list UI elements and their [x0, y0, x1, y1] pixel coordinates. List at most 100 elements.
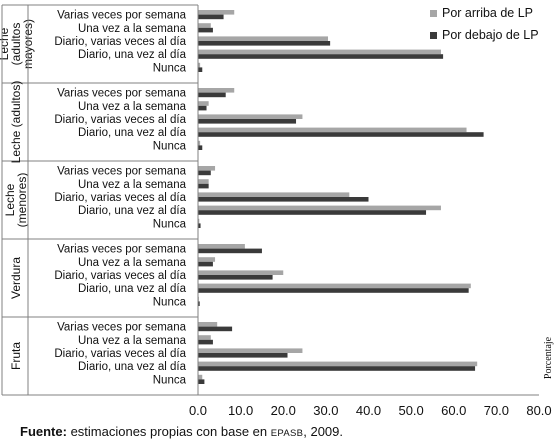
- bar-below: [198, 275, 273, 280]
- source-text-before: estimaciones propias con base en: [66, 424, 271, 439]
- bar-below: [198, 326, 233, 332]
- group-label-line: Verdura: [9, 257, 23, 299]
- bar-above: [198, 23, 211, 28]
- legend-swatch: [430, 32, 437, 39]
- bar-above: [198, 166, 216, 171]
- category-label: Una vez a la semana: [78, 23, 187, 35]
- bar-below: [198, 379, 205, 384]
- bar-above: [198, 257, 216, 262]
- bar-below: [198, 67, 203, 72]
- x-tick-label: 70.0: [484, 403, 509, 418]
- category-label: Varias veces por semana: [57, 166, 187, 178]
- group-label: Verdura: [9, 257, 23, 299]
- bar-above: [198, 140, 201, 146]
- bar-below: [198, 288, 469, 293]
- bar-below: [198, 197, 369, 202]
- bar-below: [198, 27, 213, 33]
- x-tick-labels: 0.0 10.0 20.0 30.0 40.0 50.0 60.0 70.0 80.0: [189, 403, 552, 418]
- bar-above: [198, 218, 200, 224]
- x-tick-label: 10.0: [228, 403, 253, 418]
- category-label: Diario, una vez al día: [78, 127, 187, 139]
- bar-above: [198, 192, 350, 197]
- axes: [1, 4, 539, 396]
- group-label-line: Fruta: [9, 342, 23, 370]
- category-label: Diario, varias veces al día: [54, 36, 186, 48]
- x-tick-label: 40.0: [356, 403, 381, 418]
- bar-below: [198, 41, 331, 46]
- bar-above: [198, 101, 209, 106]
- x-tick-label: 50.0: [398, 403, 423, 418]
- category-label: Nunca: [153, 296, 187, 308]
- bar-below: [198, 223, 201, 228]
- group-label: Fruta: [9, 342, 23, 370]
- category-label: Diario, varias veces al día: [54, 114, 186, 126]
- bar-below: [198, 170, 211, 176]
- category-label: Nunca: [153, 218, 187, 230]
- bar-below: [198, 183, 209, 189]
- x-tick-label: 0.0: [189, 403, 207, 418]
- x-tick-label: 20.0: [271, 403, 296, 418]
- category-label: Diario, varias veces al día: [54, 192, 186, 204]
- bar-below: [198, 132, 484, 137]
- group-label-line: Leche: [0, 27, 11, 60]
- bar-above: [198, 49, 441, 55]
- bar-above: [198, 114, 303, 119]
- source-abbrev: EPASB: [270, 428, 304, 439]
- category-label: Nunca: [153, 62, 187, 74]
- source-text-after: , 2009.: [303, 424, 343, 439]
- bar-above: [198, 374, 203, 380]
- bar-below: [198, 54, 444, 59]
- bar-above: [198, 348, 303, 353]
- bar-above: [198, 283, 471, 289]
- category-label: Diario, una vez al día: [78, 49, 187, 61]
- category-label: Una vez a la semana: [78, 101, 187, 113]
- bar-above: [198, 322, 218, 327]
- bar-below: [198, 261, 213, 267]
- group-label: Leche (adultos): [9, 81, 23, 164]
- group-label-line: Leche (adultos): [9, 81, 23, 164]
- category-label: Diario, una vez al día: [78, 205, 187, 217]
- category-label: Varias veces por semana: [57, 322, 187, 334]
- group-labels: Leche(adultosmayores) Leche (adultos) Lech…: [0, 19, 35, 370]
- category-label: Varias veces por semana: [57, 88, 187, 100]
- category-label: Diario, una vez al día: [78, 361, 187, 373]
- bar-below: [198, 145, 203, 150]
- bar-above: [198, 36, 329, 41]
- category-label: Nunca: [153, 140, 187, 152]
- bar-above: [198, 205, 441, 211]
- group-label: Leche(adultosmayores): [0, 19, 35, 69]
- category-label: Diario, varias veces al día: [54, 348, 186, 360]
- bar-above: [198, 244, 245, 249]
- group-label: Leche(menores): [3, 173, 29, 228]
- category-label: Una vez a la semana: [78, 257, 187, 269]
- bar-below: [198, 301, 200, 306]
- bar-above: [198, 10, 235, 15]
- bar-above: [198, 335, 211, 340]
- x-axis-label-group: Porcentaje: [543, 336, 554, 379]
- legend-label: Por arriba de LP: [442, 6, 533, 20]
- bar-below: [198, 210, 427, 215]
- bar-above: [198, 88, 235, 93]
- category-label: Varias veces por semana: [57, 244, 187, 256]
- bar-below: [198, 339, 213, 345]
- category-label: Diario, una vez al día: [78, 283, 187, 295]
- bar-below: [198, 105, 207, 111]
- category-label: Una vez a la semana: [78, 335, 187, 347]
- bar-below: [198, 92, 226, 98]
- group-label-line: Leche: [3, 183, 17, 216]
- bar-above: [198, 270, 284, 275]
- category-label: Varias veces por semana: [57, 10, 187, 22]
- category-label: Una vez a la semana: [78, 179, 187, 191]
- bar-below: [198, 248, 262, 254]
- category-label: Diario, varias veces al día: [54, 270, 186, 282]
- bars: [198, 10, 484, 384]
- x-tick-label: 30.0: [313, 403, 338, 418]
- bar-above: [198, 361, 478, 367]
- bar-below: [198, 366, 476, 371]
- bar-above: [198, 62, 201, 68]
- legend: Por arriba de LP Por debajo de LP: [430, 6, 539, 42]
- group-label-line: (menores): [15, 173, 29, 228]
- category-label: Nunca: [153, 374, 187, 386]
